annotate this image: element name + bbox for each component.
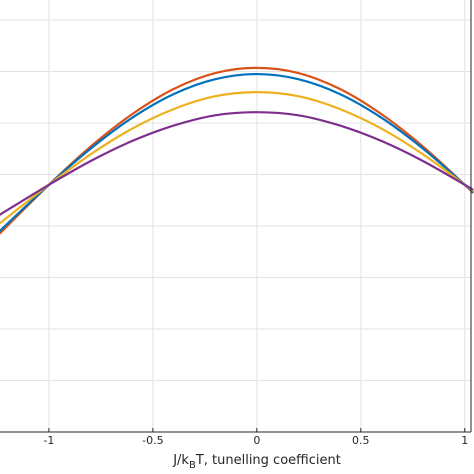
x-tick-label: -0.5 bbox=[142, 434, 163, 447]
x-tick-label: -1 bbox=[43, 434, 54, 447]
axes: -1 -0.5 0 0.5 1 bbox=[0, 0, 472, 447]
series-line bbox=[0, 90, 474, 225]
x-axis-label: J/kBT, tunelling coefficient bbox=[172, 453, 341, 471]
series-line bbox=[0, 72, 474, 233]
grid bbox=[0, 0, 471, 433]
x-tick-label: 1 bbox=[461, 434, 468, 447]
x-label-part: J/k bbox=[172, 453, 189, 468]
series-line bbox=[0, 66, 474, 235]
series-line bbox=[0, 111, 474, 216]
x-label-subscript: B bbox=[189, 460, 196, 471]
lines bbox=[0, 66, 474, 235]
x-tick-label: 0 bbox=[253, 434, 260, 447]
x-tick-label: 0.5 bbox=[352, 434, 370, 447]
x-label-part: T, tunelling coefficient bbox=[195, 453, 341, 468]
